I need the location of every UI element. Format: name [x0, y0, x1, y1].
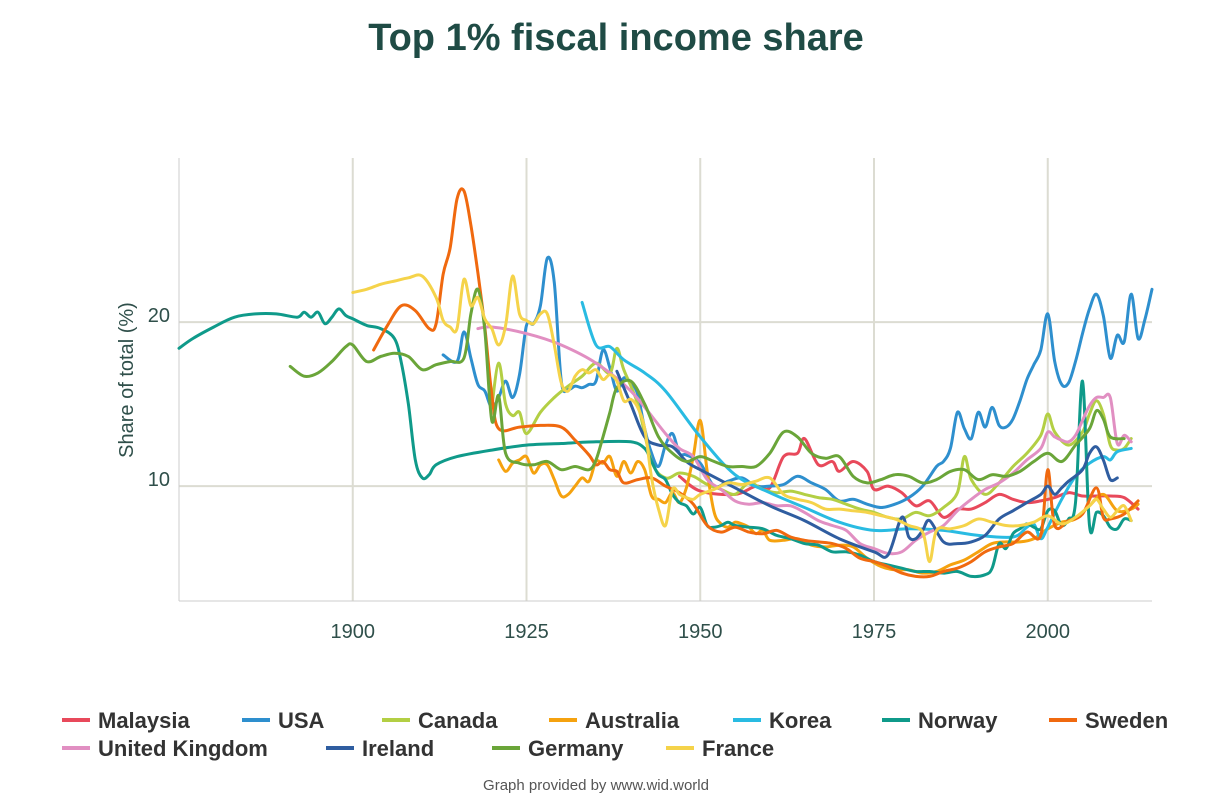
series-line-germany: [288, 287, 1126, 485]
legend-label-germany: Germany: [528, 736, 624, 761]
legend-item-canada[interactable]: Canada: [382, 708, 498, 733]
series-line-canada: [490, 346, 1133, 521]
series-line-sweden: [372, 187, 1140, 579]
series-line-united-kingdom: [476, 325, 1133, 556]
chart-title: Top 1% fiscal income share: [368, 17, 864, 59]
series-layer: [177, 187, 1154, 579]
x-tick-label-1950: 1950: [678, 621, 723, 643]
x-tick-label-2000: 2000: [1026, 621, 1071, 643]
series-line-australia: [497, 418, 1140, 575]
grid: [179, 158, 1152, 601]
legend-item-sweden[interactable]: Sweden: [1049, 708, 1168, 733]
legend-label-ireland: Ireland: [362, 736, 434, 761]
legend-label-norway: Norway: [918, 708, 998, 733]
legend-item-germany[interactable]: Germany: [492, 736, 624, 761]
x-tick-label-1900: 1900: [331, 621, 376, 643]
legend-item-united-kingdom[interactable]: United Kingdom: [62, 736, 268, 761]
legend-label-australia: Australia: [585, 708, 680, 733]
legend-item-norway[interactable]: Norway: [882, 708, 998, 733]
legend[interactable]: Malaysia USA Canada Australia Korea Norway Swe…: [62, 708, 1168, 761]
y-axis-label: Share of total (%): [116, 302, 138, 458]
series-line-france: [351, 273, 1133, 564]
legend-label-usa: USA: [278, 708, 325, 733]
legend-item-france[interactable]: France: [666, 736, 774, 761]
legend-item-malaysia[interactable]: Malaysia: [62, 708, 190, 733]
series-line-usa: [441, 255, 1154, 509]
legend-label-france: France: [702, 736, 774, 761]
legend-item-usa[interactable]: USA: [242, 708, 325, 733]
x-tick-label-1975: 1975: [852, 621, 897, 643]
credit-text: Graph provided by www.wid.world: [483, 777, 709, 794]
y-tick-label-10: 10: [148, 469, 170, 491]
legend-label-korea: Korea: [769, 708, 832, 733]
legend-label-malaysia: Malaysia: [98, 708, 190, 733]
legend-label-canada: Canada: [418, 708, 498, 733]
y-tick-label-20: 20: [148, 305, 170, 327]
legend-item-korea[interactable]: Korea: [733, 708, 832, 733]
legend-label-united-kingdom: United Kingdom: [98, 736, 268, 761]
legend-label-sweden: Sweden: [1085, 708, 1168, 733]
x-tick-label-1925: 1925: [504, 621, 549, 643]
legend-item-ireland[interactable]: Ireland: [326, 736, 434, 761]
legend-item-australia[interactable]: Australia: [549, 708, 680, 733]
tick-labels: 1900 1925 1950 1975 2000 10 20: [148, 305, 1070, 643]
